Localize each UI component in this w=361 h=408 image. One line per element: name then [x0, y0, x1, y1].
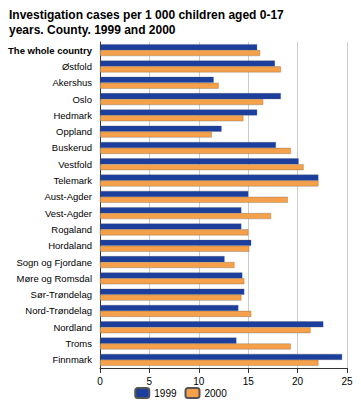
svg-text:Oslo: Oslo [72, 94, 92, 105]
svg-text:Sør-Trøndelag: Sør-Trøndelag [31, 289, 92, 300]
svg-text:Rogaland: Rogaland [51, 224, 92, 235]
svg-text:0: 0 [97, 376, 103, 387]
svg-text:5: 5 [147, 376, 153, 387]
svg-text:Telemark: Telemark [53, 175, 92, 186]
svg-text:years. County. 1999 and 2000: years. County. 1999 and 2000 [9, 23, 176, 37]
svg-text:20: 20 [292, 376, 304, 387]
svg-text:1999: 1999 [154, 388, 177, 399]
svg-text:25: 25 [341, 376, 353, 387]
svg-text:Oppland: Oppland [56, 126, 92, 137]
svg-text:Aust-Agder: Aust-Agder [44, 191, 92, 202]
svg-text:The whole country: The whole country [8, 45, 93, 56]
svg-text:Møre og Romsdal: Møre og Romsdal [17, 273, 93, 284]
svg-text:Akershus: Akershus [52, 77, 92, 88]
svg-text:Hedmark: Hedmark [53, 110, 92, 121]
svg-text:Nordland: Nordland [53, 322, 92, 333]
svg-text:15: 15 [243, 376, 255, 387]
svg-text:Østfold: Østfold [62, 61, 92, 72]
svg-text:Vestfold: Vestfold [58, 159, 92, 170]
svg-text:Troms: Troms [65, 338, 92, 349]
svg-text:Investigation cases per 1 000: Investigation cases per 1 000 children a… [9, 8, 287, 22]
svg-text:Hordaland: Hordaland [48, 240, 92, 251]
svg-text:Buskerud: Buskerud [52, 142, 92, 153]
svg-text:Finnmark: Finnmark [52, 354, 92, 365]
svg-text:Sogn og Fjordane: Sogn og Fjordane [16, 257, 92, 268]
svg-text:2000: 2000 [205, 388, 228, 399]
svg-text:10: 10 [193, 376, 205, 387]
svg-text:Vest-Agder: Vest-Agder [45, 208, 92, 219]
svg-text:Nord-Trøndelag: Nord-Trøndelag [25, 305, 92, 316]
